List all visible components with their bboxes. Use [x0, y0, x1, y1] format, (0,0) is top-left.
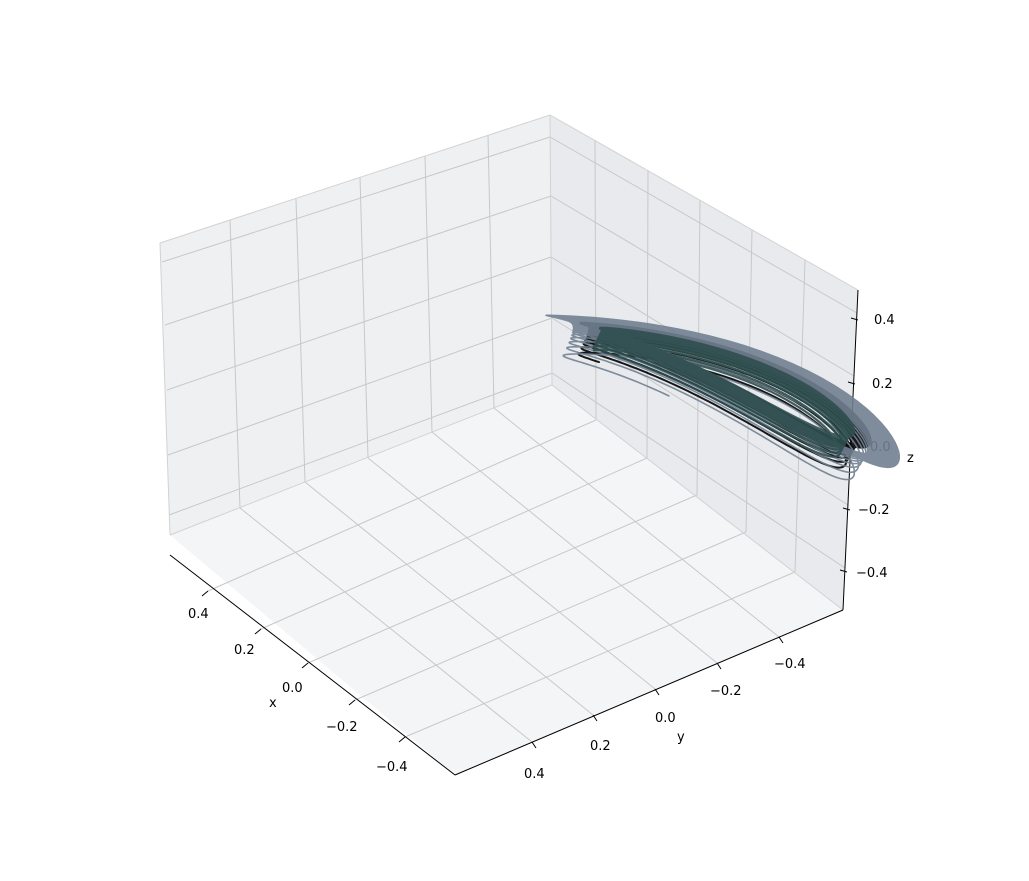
- y-tick-label: 0.0: [655, 711, 676, 726]
- y-tick-label: 0.2: [590, 739, 611, 754]
- gridlines: [161, 134, 858, 743]
- z-axis-label: z: [907, 451, 914, 466]
- tick-marks: [201, 317, 859, 749]
- x-axis-label: x: [269, 696, 277, 711]
- x-tick-label: −0.4: [376, 760, 408, 775]
- y-axis-label: y: [677, 730, 685, 745]
- y-tick-label: 0.4: [524, 767, 545, 782]
- pane-floor: [170, 385, 843, 775]
- x-axis-line: [169, 554, 456, 776]
- z-tick-label: −0.2: [858, 503, 890, 518]
- x-tick-labels: 0.4 0.2 0.0 −0.2 −0.4: [188, 607, 408, 775]
- x-tick-label: 0.0: [282, 681, 303, 696]
- z-tick-label: −0.4: [856, 566, 888, 581]
- x-tick-label: −0.2: [326, 720, 358, 735]
- z-tick-label: 0.2: [872, 377, 893, 392]
- pane-edges: [159, 114, 859, 611]
- y-tick-labels: 0.4 0.2 0.0 −0.2 −0.4: [524, 657, 806, 782]
- y-tick-label: −0.4: [774, 657, 806, 672]
- x-tick-label: 0.4: [188, 607, 209, 622]
- z-tick-label: 0.4: [874, 313, 895, 328]
- x-tick-label: 0.2: [234, 643, 255, 658]
- trajectory-series-3: [592, 326, 856, 458]
- y-tick-label: −0.2: [710, 684, 742, 699]
- y-axis-line: [454, 609, 844, 776]
- trajectory-group: [545, 314, 901, 481]
